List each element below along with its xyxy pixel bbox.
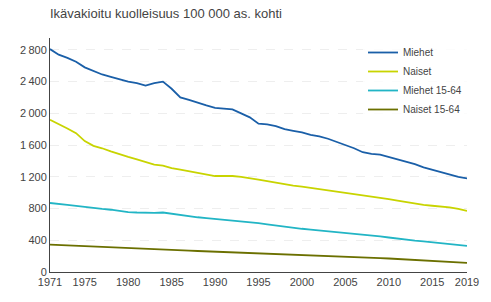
- svg-text:Ikävakioitu kuolleisuus 100 00: Ikävakioitu kuolleisuus 100 000 as. koht…: [50, 6, 282, 21]
- svg-text:2015: 2015: [420, 276, 444, 288]
- svg-text:Miehet: Miehet: [403, 47, 433, 58]
- svg-text:800: 800: [28, 202, 46, 214]
- svg-text:2 000: 2 000: [20, 107, 47, 119]
- svg-text:1990: 1990: [203, 276, 227, 288]
- svg-text:1980: 1980: [116, 276, 140, 288]
- svg-text:Miehet 15-64: Miehet 15-64: [403, 85, 462, 96]
- svg-text:2000: 2000: [290, 276, 314, 288]
- svg-text:1 200: 1 200: [20, 171, 47, 183]
- svg-text:2010: 2010: [377, 276, 401, 288]
- svg-text:2019: 2019: [455, 276, 479, 288]
- svg-text:1995: 1995: [246, 276, 270, 288]
- svg-text:Naiset 15-64: Naiset 15-64: [403, 104, 460, 115]
- svg-text:1975: 1975: [73, 276, 97, 288]
- svg-text:Naiset: Naiset: [403, 66, 432, 77]
- svg-text:0: 0: [41, 266, 47, 278]
- svg-text:2 400: 2 400: [20, 75, 47, 87]
- svg-text:2005: 2005: [333, 276, 357, 288]
- svg-text:400: 400: [28, 234, 46, 246]
- svg-text:1971: 1971: [38, 276, 62, 288]
- svg-text:1985: 1985: [159, 276, 183, 288]
- svg-text:2 800: 2 800: [20, 44, 47, 56]
- svg-text:1 600: 1 600: [20, 139, 47, 151]
